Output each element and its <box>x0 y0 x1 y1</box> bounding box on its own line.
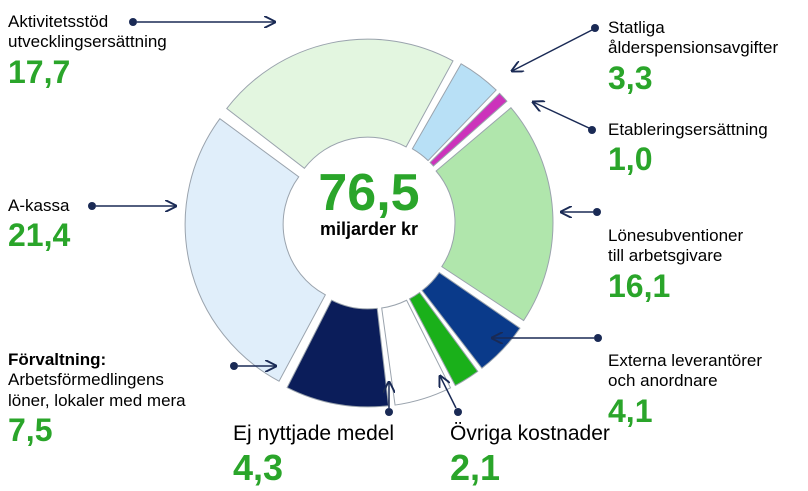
slice-1 <box>411 63 497 162</box>
slice-8 <box>184 117 327 382</box>
value-ejnyttjade: 4,3 <box>233 447 284 489</box>
leader-aktivitetsstod <box>129 18 275 26</box>
label-ejnyttjade-line1: Ej nyttjade medel <box>233 422 395 445</box>
value-externa: 4,1 <box>608 392 653 429</box>
label-aktivitetsstod-line2: utvecklingsersättning <box>8 32 167 52</box>
value-statliga: 3,3 <box>608 59 653 96</box>
center-unit: miljarder kr <box>320 219 418 239</box>
label-akassa: A-kassa 21,4 <box>8 196 70 255</box>
leader-forvaltning <box>230 362 276 370</box>
leader-ejnyttjade <box>385 382 393 416</box>
label-aktivitetsstod-line1: Aktivitetsstöd <box>8 12 109 31</box>
value-akassa: 21,4 <box>8 217 71 254</box>
leader-etablering <box>533 102 596 134</box>
slice-5 <box>408 291 479 387</box>
label-etablering: Etableringsersättning 1,0 <box>608 120 768 179</box>
value-ovriga: 2,1 <box>450 447 501 489</box>
slice-4 <box>421 271 521 369</box>
value-etablering: 1,0 <box>608 141 653 178</box>
label-statliga-line2: ålderspensionsavgifter <box>608 38 779 58</box>
label-lonesub-line1: Lönesubventioner <box>608 226 744 245</box>
label-lonesub: Lönesubventioner till arbetsgivare 16,1 <box>608 226 743 305</box>
leader-statliga <box>512 24 599 71</box>
leader-lines <box>88 18 602 416</box>
label-ejnyttjade: Ej nyttjade medel 4,3 <box>233 421 394 489</box>
label-ovriga-line1: Övriga kostnader <box>450 422 610 445</box>
slice-6 <box>381 299 452 406</box>
slice-0 <box>226 38 454 170</box>
leader-lonesub <box>561 208 601 216</box>
leader-akassa <box>88 202 176 210</box>
label-forvaltning-title: Förvaltning: <box>8 350 107 369</box>
label-externa-line2: och anordnare <box>608 371 718 391</box>
label-etablering-line1: Etableringsersättning <box>608 120 768 139</box>
label-akassa-line1: A-kassa <box>8 196 70 215</box>
donut-slices <box>184 38 554 408</box>
leader-ovriga <box>440 376 462 416</box>
value-lonesub: 16,1 <box>608 267 671 304</box>
label-statliga: Statliga ålderspensionsavgifter 3,3 <box>608 18 778 97</box>
label-forvaltning-line1: Arbetsförmedlingens <box>8 370 164 390</box>
label-externa-line1: Externa leverantörer <box>608 351 763 370</box>
label-forvaltning-line2: löner, lokaler med mera <box>8 390 186 410</box>
slice-3 <box>435 107 554 322</box>
label-externa: Externa leverantörer och anordnare 4,1 <box>608 351 762 430</box>
center-total: 76,5 <box>318 164 419 222</box>
label-lonesub-line2: till arbetsgivare <box>608 246 723 266</box>
slice-2 <box>429 92 508 167</box>
leader-externa <box>492 334 602 342</box>
label-aktivitetsstod: Aktivitetsstöd utvecklingsersättning 17,… <box>8 12 167 91</box>
label-forvaltning: Förvaltning: Arbetsförmedlingens löner, … <box>8 350 186 450</box>
value-aktivitetsstod: 17,7 <box>8 53 71 90</box>
slice-7 <box>286 299 390 408</box>
label-ovriga: Övriga kostnader 2,1 <box>450 421 610 489</box>
value-forvaltning: 7,5 <box>8 412 53 449</box>
label-statliga-line1: Statliga <box>608 18 665 37</box>
